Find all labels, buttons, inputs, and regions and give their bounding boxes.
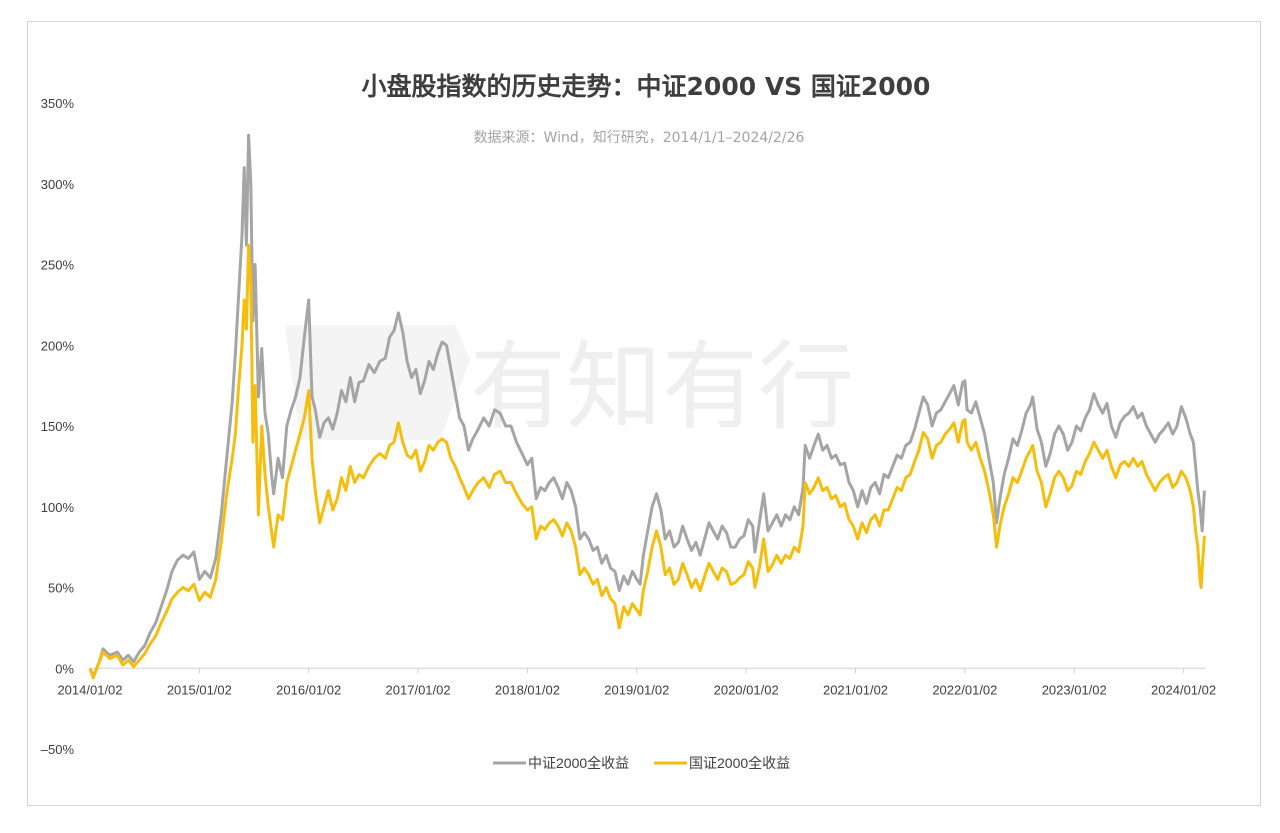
x-tick-label: 2019/01/02 [604, 682, 669, 697]
series-line-1 [88, 133, 1206, 678]
y-tick-label: 50% [48, 581, 74, 596]
watermark-logo-icon [285, 325, 470, 440]
x-tick-label: 2015/01/02 [167, 682, 232, 697]
y-tick-label: –50% [41, 742, 75, 757]
x-tick-label: 2018/01/02 [495, 682, 560, 697]
legend-label: 国证2000全收益 [689, 755, 790, 771]
x-tick-label: 2020/01/02 [714, 682, 779, 697]
y-tick-label: 350% [41, 96, 75, 111]
y-tick-label: 300% [41, 177, 75, 192]
y-tick-label: 250% [41, 258, 75, 273]
series-line-2 [88, 243, 1206, 680]
series-lines [88, 133, 1206, 680]
legend: 中证2000全收益 国证2000全收益 [493, 755, 790, 771]
watermark-text: 有知有行 [470, 331, 854, 443]
x-tick-label: 2024/01/02 [1151, 682, 1216, 697]
x-tick-label: 2021/01/02 [823, 682, 888, 697]
y-tick-label: 150% [41, 419, 75, 434]
y-tick-label: 200% [41, 338, 75, 353]
x-tick-label: 2014/01/02 [57, 682, 122, 697]
legend-label: 中证2000全收益 [528, 755, 629, 771]
x-tick-label: 2016/01/02 [276, 682, 341, 697]
x-tick-label: 2023/01/02 [1042, 682, 1107, 697]
chart-subtitle: 数据来源：Wind，知行研究，2014/1/1–2024/2/26 [473, 130, 805, 146]
x-axis: 2014/01/02 2015/01/02 2016/01/02 2017/01/02… [57, 668, 1216, 697]
y-tick-label: 0% [55, 661, 74, 676]
x-tick-label: 2022/01/02 [932, 682, 997, 697]
chart-frame [27, 21, 1261, 806]
chart-title: 小盘股指数的历史走势：中证2000 VS 国证2000 [361, 72, 931, 101]
x-tick-label: 2017/01/02 [386, 682, 451, 697]
watermark: 有知有行 [285, 325, 854, 443]
y-tick-label: 100% [41, 500, 75, 515]
y-axis: 350% 300% 250% 200% 150% 100% 50% 0% –50% [41, 96, 75, 757]
